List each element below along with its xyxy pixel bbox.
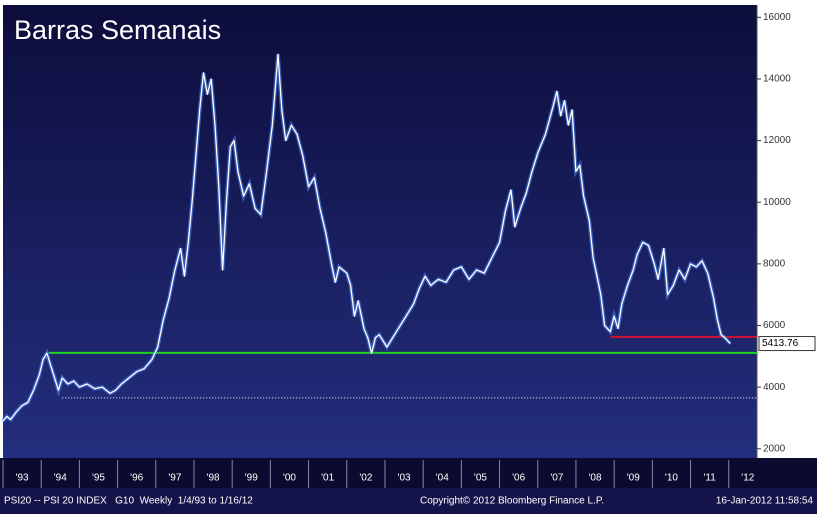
x-tick-label: '07 bbox=[550, 473, 563, 484]
y-tick-label: 4000 bbox=[763, 382, 786, 393]
last-value-box bbox=[758, 336, 816, 352]
x-tick-label: '08 bbox=[589, 473, 602, 484]
last-value-label: 5413.76 bbox=[762, 338, 799, 349]
x-tick-label: '12 bbox=[741, 473, 754, 484]
x-tick-label: '94 bbox=[54, 473, 67, 484]
x-axis-strip bbox=[0, 458, 817, 488]
x-tick-label: '99 bbox=[245, 473, 258, 484]
x-tick-label: '04 bbox=[436, 473, 449, 484]
y-tick-label: 14000 bbox=[763, 74, 791, 85]
series-line bbox=[2, 53, 731, 422]
footer-strip bbox=[0, 488, 817, 514]
x-tick-label: '00 bbox=[283, 473, 296, 484]
x-tick-label: '93 bbox=[16, 473, 29, 484]
footer-center: Copyright© 2012 Bloomberg Finance L.P. bbox=[420, 496, 604, 507]
x-tick-label: '11 bbox=[703, 473, 716, 484]
plot-area bbox=[3, 5, 757, 458]
y-tick-label: 10000 bbox=[763, 197, 791, 208]
x-tick-label: '05 bbox=[474, 473, 487, 484]
x-tick-label: '02 bbox=[359, 473, 372, 484]
y-tick-label: 16000 bbox=[763, 12, 791, 23]
x-tick-label: '03 bbox=[398, 473, 411, 484]
x-tick-label: '10 bbox=[665, 473, 678, 484]
x-tick-label: '95 bbox=[92, 473, 105, 484]
y-tick-label: 12000 bbox=[763, 135, 791, 146]
x-tick-label: '96 bbox=[130, 473, 143, 484]
x-tick-label: '09 bbox=[627, 473, 640, 484]
y-tick-label: 6000 bbox=[763, 320, 786, 331]
x-tick-label: '98 bbox=[207, 473, 220, 484]
footer-left: PSI20 -- PSI 20 INDEX G10 Weekly 1/4/93 … bbox=[4, 496, 253, 507]
chart-title: Barras Semanais bbox=[14, 15, 221, 45]
x-tick-label: '01 bbox=[321, 473, 334, 484]
y-tick-label: 8000 bbox=[763, 258, 786, 269]
x-tick-label: '97 bbox=[168, 473, 181, 484]
footer-right: 16-Jan-2012 11:58:54 bbox=[716, 496, 814, 507]
x-tick-label: '06 bbox=[512, 473, 525, 484]
y-tick-label: 2000 bbox=[763, 443, 786, 454]
